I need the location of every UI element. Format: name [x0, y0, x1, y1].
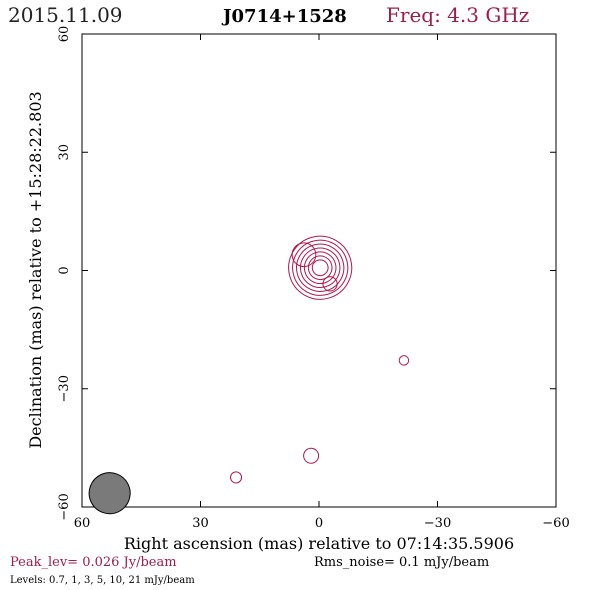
contour-core	[296, 243, 345, 292]
peak-level: Peak_lev= 0.026 Jy/beam	[10, 555, 177, 570]
contour-layer	[230, 235, 410, 484]
beam-layer	[88, 472, 131, 515]
contour-core	[307, 255, 333, 281]
x-tick-label: −60	[542, 516, 569, 531]
y-tick-labels: −60 −30 0 30 60	[57, 26, 72, 521]
observation-date: 2015.11.09	[8, 3, 123, 27]
contour-levels: Levels: 0.7, 1, 3, 5, 10, 21 mJy/beam	[10, 575, 195, 586]
x-tick-label: 0	[315, 516, 323, 531]
contour-blob-e	[398, 355, 410, 366]
contour-blob-sw	[230, 471, 243, 484]
contour-core	[303, 251, 337, 285]
y-tick-label: 30	[57, 144, 72, 161]
y-tick-label: 60	[57, 26, 72, 43]
beam-ellipse	[88, 472, 131, 515]
contour-core-nw-lobe	[291, 242, 317, 268]
contour-core	[311, 259, 329, 277]
contour-core	[288, 235, 353, 300]
y-tick-label: 0	[57, 266, 72, 274]
y-tick-label: −30	[57, 375, 72, 402]
y-axis-label: Declination (mas) relative to +15:28:22.…	[26, 91, 45, 448]
contour-core	[299, 247, 341, 288]
x-tick-label: −30	[424, 516, 451, 531]
source-name: J0714+1528	[221, 6, 347, 27]
rms-noise: Rms_noise= 0.1 mJy/beam	[314, 555, 489, 570]
x-tick-label: 30	[192, 516, 209, 531]
axis-ticks	[81, 33, 557, 508]
y-tick-label: −60	[57, 493, 72, 520]
frequency-label: Freq: 4.3 GHz	[386, 3, 529, 27]
contour-core-sw-lobe	[322, 276, 338, 292]
x-axis-label: Right ascension (mas) relative to 07:14:…	[124, 534, 514, 553]
contour-core	[292, 239, 349, 296]
x-tick-labels: 60 30 0 −30 −60	[74, 516, 570, 531]
x-tick-label: 60	[74, 516, 91, 531]
contour-blob-s	[303, 447, 320, 464]
plot-frame	[81, 33, 557, 508]
